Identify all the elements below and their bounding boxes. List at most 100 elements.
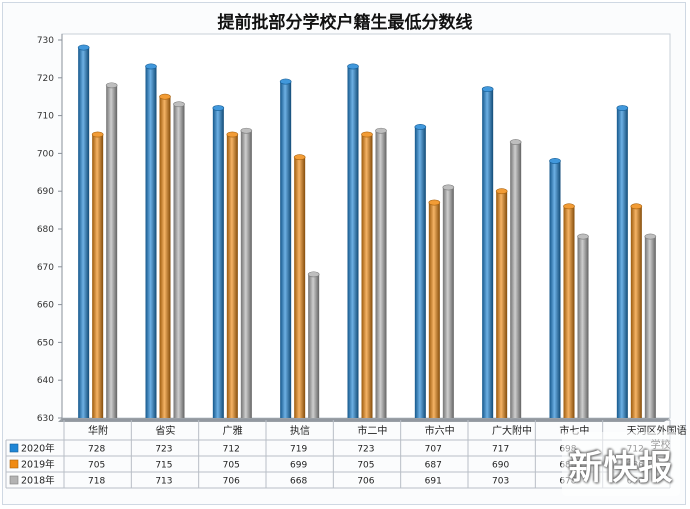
- category-label: 广雅: [223, 424, 243, 437]
- bar-cap: [293, 154, 306, 161]
- bar-cap: [577, 233, 589, 240]
- bar-body: [630, 206, 642, 418]
- bar-2018年-市七中: [577, 233, 589, 418]
- bar-2019年-市七中: [563, 203, 575, 418]
- bar-2019年-省实: [159, 93, 171, 418]
- data-label: 723: [357, 445, 374, 455]
- bar-body: [549, 160, 561, 418]
- bar-2020年-市七中: [549, 158, 561, 418]
- y-tick-label: 650: [37, 338, 54, 348]
- bar-2020年-市二中: [347, 63, 359, 419]
- bar-body: [442, 187, 454, 418]
- data-label: 719: [290, 445, 307, 455]
- data-label: 691: [425, 477, 442, 487]
- bar-cap: [442, 184, 455, 191]
- bar-2019年-广雅: [226, 131, 239, 418]
- bar-2020年-省实: [145, 63, 157, 419]
- bar-2020年-市六中: [414, 124, 427, 418]
- bar-cap: [563, 203, 575, 210]
- category-label: 广大附中: [492, 424, 532, 437]
- bar-2018年-华附: [105, 82, 118, 419]
- y-tick-label: 660: [37, 301, 54, 311]
- legend-label: 2019年: [21, 459, 55, 471]
- bar-cap: [414, 124, 427, 130]
- bar-2019年-执信: [293, 154, 306, 418]
- bar-2020年-广大附中: [481, 86, 494, 418]
- category-label: 华附: [88, 424, 108, 437]
- legend-swatch: [9, 475, 19, 485]
- y-tick-label: 710: [37, 112, 54, 122]
- bar-body: [106, 85, 118, 419]
- data-label: 705: [223, 461, 240, 471]
- bar-2019年-市二中: [361, 131, 373, 418]
- bar-2020年-执信: [279, 78, 292, 418]
- data-label: 668: [290, 477, 307, 487]
- bar-body: [414, 126, 426, 418]
- bar-body: [78, 47, 90, 419]
- data-label: 706: [223, 477, 240, 487]
- data-label: 703: [492, 477, 509, 487]
- bar-cap: [428, 199, 441, 206]
- bar-cap: [347, 63, 359, 70]
- data-label: 723: [155, 445, 172, 455]
- category-label: 执信: [290, 424, 310, 437]
- data-label: 705: [88, 461, 105, 471]
- bar-body: [240, 130, 252, 418]
- bar-body: [226, 134, 238, 418]
- bar-body: [616, 108, 628, 418]
- data-label: 705: [357, 461, 374, 471]
- bar-2019年-广大附中: [495, 188, 508, 418]
- y-tick-label: 720: [37, 74, 54, 84]
- bar-body: [428, 202, 440, 418]
- bar-cap: [644, 233, 657, 240]
- bar-2020年-华附: [77, 44, 90, 419]
- y-tick-label: 640: [37, 376, 54, 386]
- data-label: 706: [357, 477, 374, 487]
- watermark-logo: 新快报: [562, 432, 680, 496]
- bar-cap: [279, 78, 292, 85]
- bar-2018年-省实: [173, 101, 185, 418]
- bar-cap: [145, 63, 157, 70]
- bar-cap: [173, 101, 185, 108]
- legend-label: 2018年: [21, 475, 55, 487]
- bar-cap: [481, 86, 494, 93]
- bar-cap: [509, 139, 522, 145]
- y-tick-label: 730: [37, 36, 54, 46]
- bar-cap: [77, 44, 90, 51]
- data-label: 715: [155, 461, 172, 471]
- y-tick-label: 670: [37, 263, 54, 273]
- bar-cap: [495, 188, 508, 195]
- bar-cap: [549, 158, 561, 164]
- data-label: 713: [155, 477, 172, 487]
- legend-swatch: [9, 443, 19, 453]
- bar-cap: [212, 105, 225, 111]
- data-label: 717: [492, 445, 509, 455]
- bar-body: [308, 274, 320, 418]
- bar-body: [496, 191, 508, 418]
- bar-body: [280, 81, 292, 418]
- y-tick-label: 690: [37, 187, 54, 197]
- bar-cap: [361, 131, 373, 138]
- bar-cap: [630, 203, 643, 210]
- data-label: 718: [88, 477, 105, 487]
- data-label: 712: [223, 445, 240, 455]
- bar-body: [644, 236, 656, 418]
- bar-2018年-执信: [307, 271, 320, 418]
- legend-label: 2020年: [21, 443, 55, 455]
- bar-cap: [307, 271, 320, 278]
- bar-2019年-天河区外国语学校: [630, 203, 643, 418]
- bar-2018年-市六中: [442, 184, 455, 418]
- bar-body: [563, 206, 575, 418]
- bar-2019年-华附: [91, 131, 104, 418]
- bar-body: [145, 66, 157, 419]
- bar-2018年-天河区外国语学校: [644, 233, 657, 418]
- bar-body: [92, 134, 104, 418]
- bar-body: [212, 108, 224, 418]
- bar-cap: [159, 93, 171, 100]
- y-tick-label: 630: [37, 414, 54, 424]
- chart-title: 提前批部分学校户籍生最低分数线: [217, 13, 473, 33]
- bar-cap: [226, 131, 239, 138]
- category-label: 省实: [155, 424, 175, 437]
- category-label: 市二中: [357, 424, 387, 437]
- bar-cap: [240, 127, 253, 134]
